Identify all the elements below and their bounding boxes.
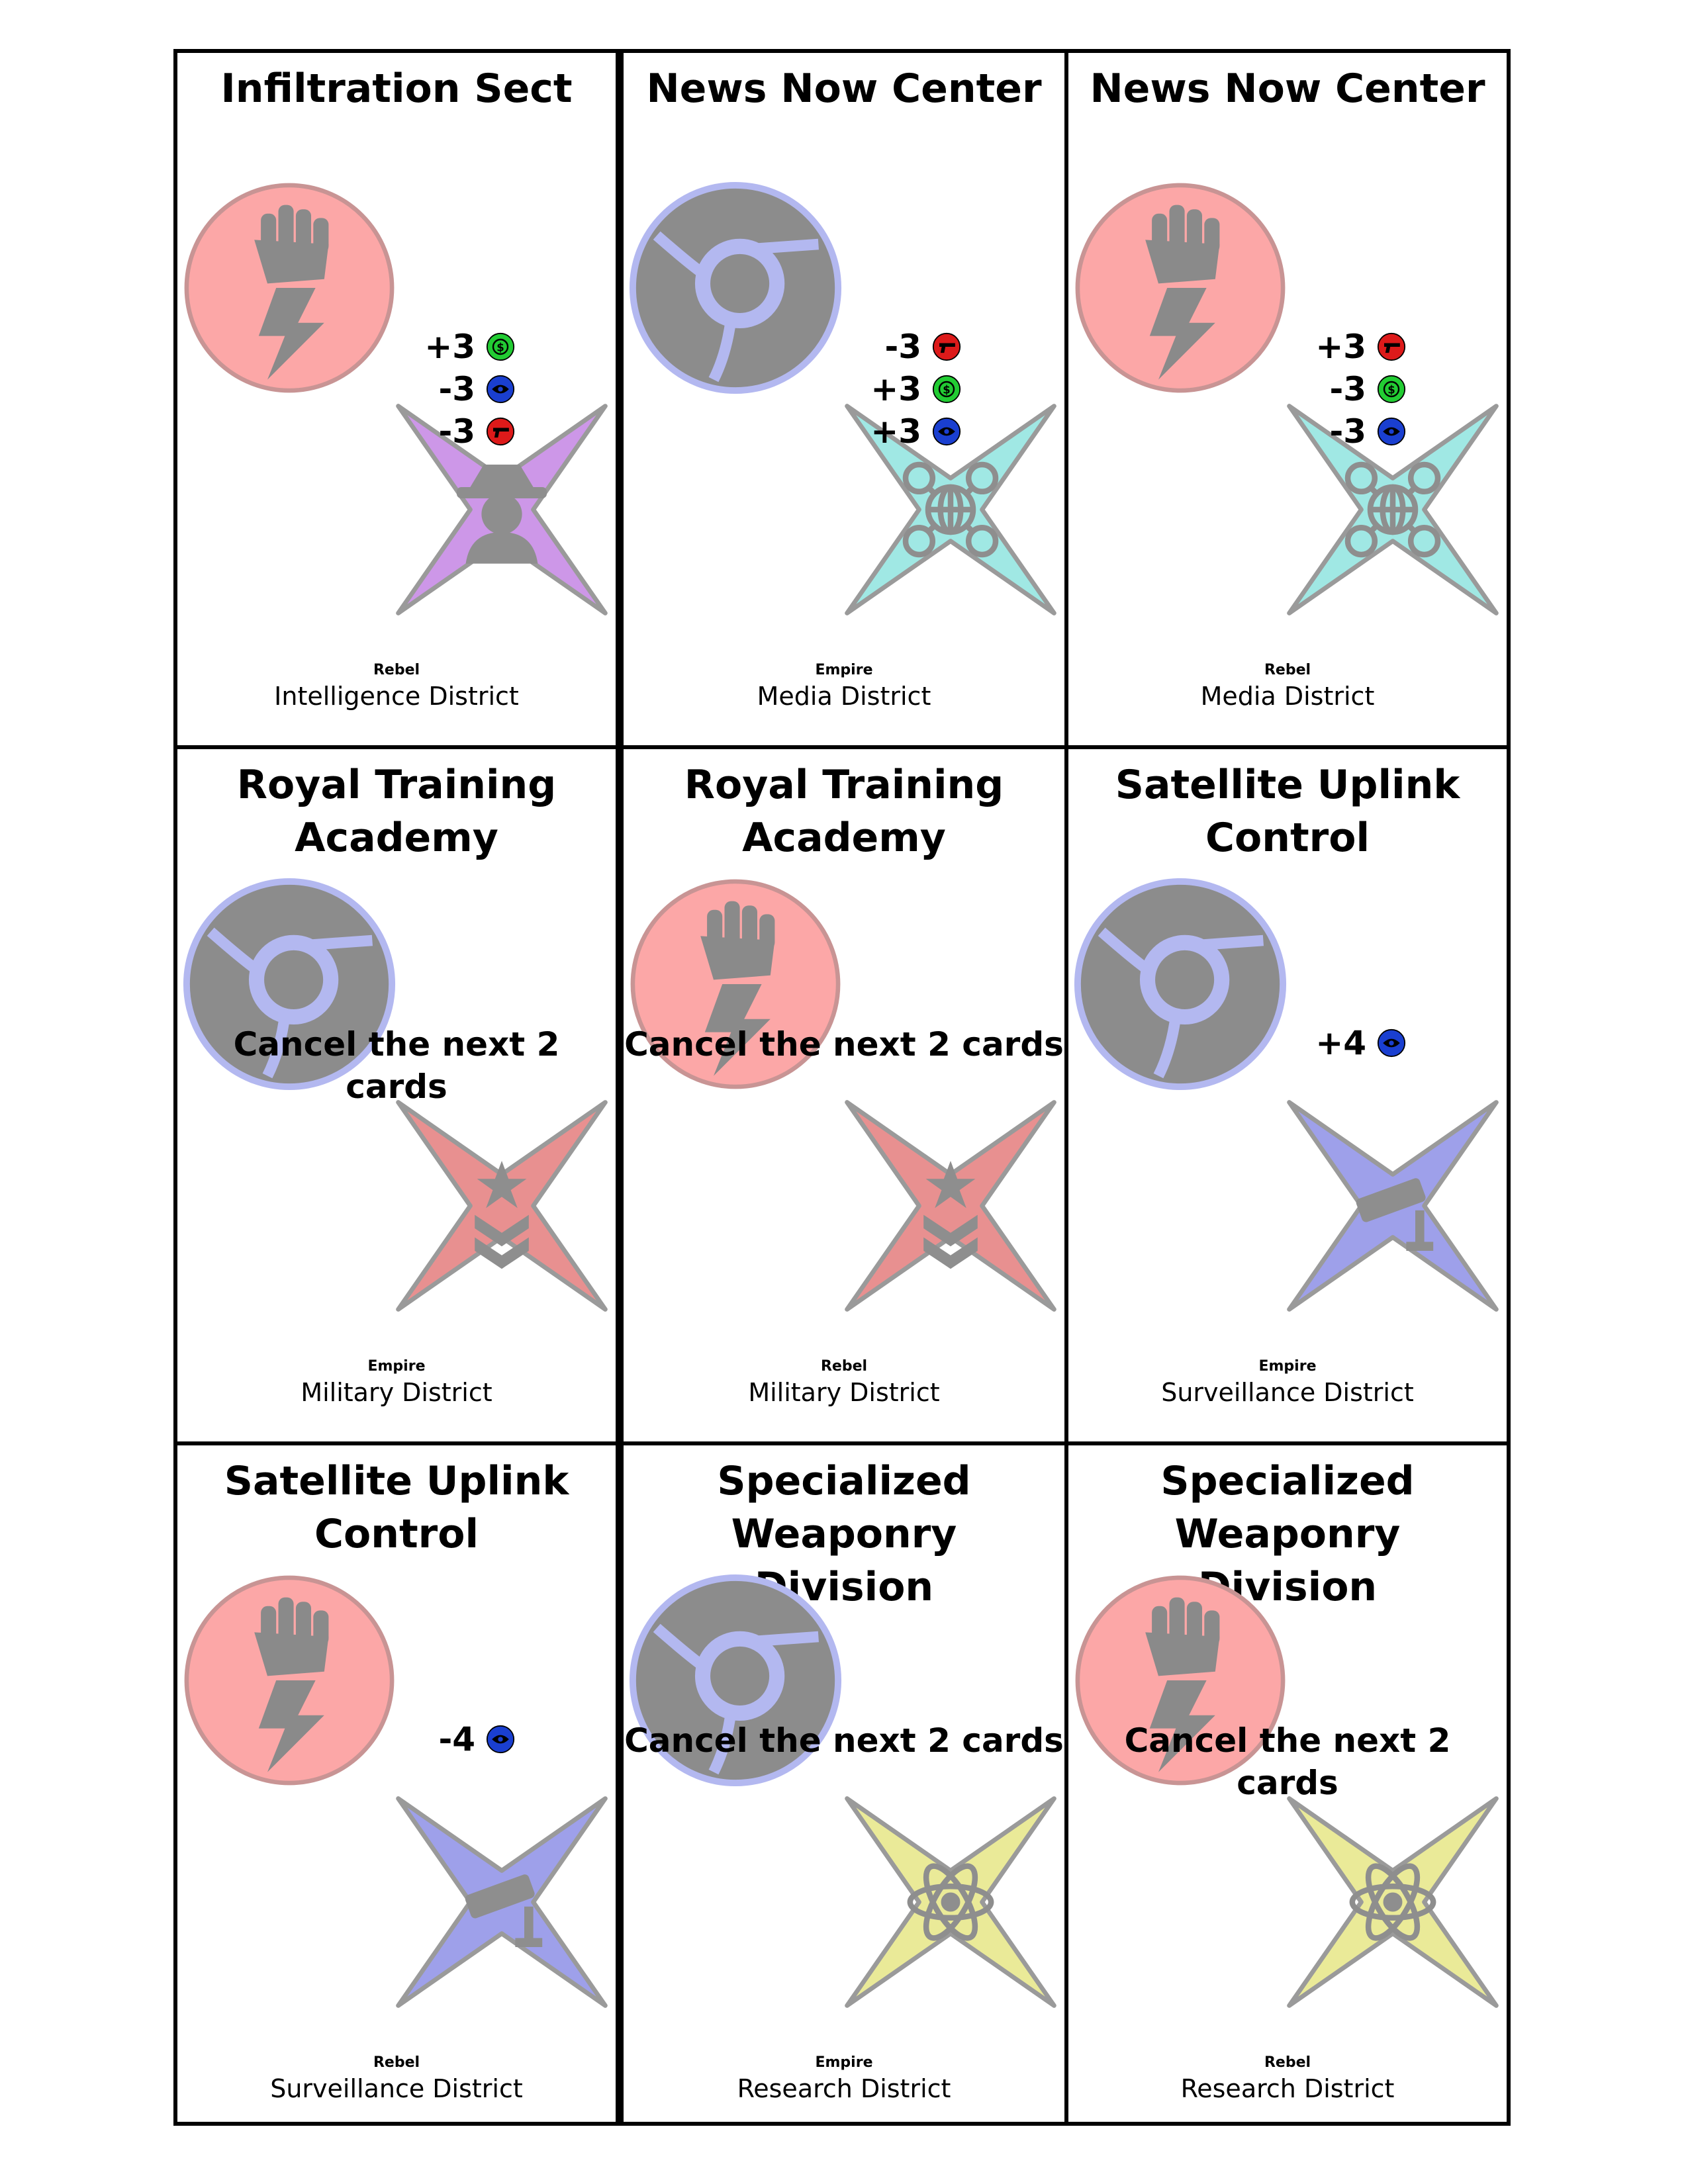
- card-title: Satellite Uplink Control: [224, 1458, 569, 1557]
- faction-label: Empire: [1258, 1358, 1317, 1375]
- effect-value: -3: [1329, 370, 1366, 408]
- atom-icon: [838, 1790, 1063, 2015]
- effect-row: -3 $: [1201, 368, 1439, 410]
- rebel-fist-icon: [1071, 1571, 1289, 1790]
- effect-value: -3: [1329, 412, 1366, 451]
- effect-value: +3: [1315, 328, 1366, 366]
- eye-icon: [1377, 1028, 1406, 1058]
- faction-label: Rebel: [1264, 662, 1311, 678]
- game-card: Satellite Uplink Control +4 Empire Surveil…: [1064, 745, 1511, 1445]
- svg-text:$: $: [943, 383, 950, 396]
- effect-row: -3: [310, 368, 548, 410]
- military-rank-icon: [389, 1093, 614, 1318]
- district-label: Media District: [1200, 682, 1375, 711]
- card-title: Infiltration Sect: [220, 66, 573, 112]
- svg-text:$: $: [1387, 383, 1395, 396]
- rebel-fist-icon: [180, 1571, 399, 1790]
- faction-label: Rebel: [1264, 2054, 1311, 2071]
- effect-list: +4: [1201, 1022, 1439, 1064]
- effect-value: -3: [884, 328, 921, 366]
- network-globe-icon: [838, 397, 1063, 622]
- card-effect-text: Cancel the next 2 cards: [624, 1721, 1064, 1760]
- rebel-fist-icon: [1071, 179, 1289, 397]
- atom-icon: [1280, 1790, 1505, 2015]
- faction-label: Empire: [815, 2054, 873, 2071]
- card-effect-text: Cancel the next 2 cards: [1124, 1721, 1451, 1802]
- gun-icon: [1377, 332, 1406, 361]
- effect-row: +4: [1201, 1022, 1439, 1064]
- effect-row: -3: [310, 410, 548, 453]
- card-effect-text: Cancel the next 2 cards: [233, 1025, 560, 1106]
- district-label: Media District: [757, 682, 931, 711]
- network-globe-icon: [1280, 397, 1505, 622]
- gun-icon: [486, 417, 515, 446]
- money-icon: $: [932, 375, 961, 404]
- effect-value: -3: [438, 412, 475, 451]
- empire-emblem-icon: [180, 875, 399, 1093]
- effect-row: +3 $: [310, 326, 548, 368]
- game-card: Infiltration Sect +3 $ -3 -3 Rebel Intelligen…: [173, 49, 620, 749]
- effect-row: +3 $: [756, 368, 994, 410]
- money-icon: $: [1377, 375, 1406, 404]
- district-label: Military District: [748, 1378, 940, 1407]
- security-camera-icon: [1280, 1093, 1505, 1318]
- faction-label: Rebel: [373, 2054, 420, 2071]
- gun-icon: [932, 332, 961, 361]
- effect-row: -4: [310, 1718, 548, 1760]
- effect-value: +4: [1315, 1024, 1366, 1062]
- svg-text:$: $: [496, 341, 504, 353]
- faction-label: Rebel: [373, 662, 420, 678]
- money-icon: $: [486, 332, 515, 361]
- empire-emblem-icon: [626, 179, 845, 397]
- game-card: Specialized Weaponry Division Cancel the…: [620, 1441, 1068, 2126]
- effect-list: -4: [310, 1718, 548, 1760]
- effect-list: -3 +3 $ +3: [756, 326, 994, 453]
- game-card: News Now Center -3 +3 $ +3 Empire Media Distr…: [620, 49, 1068, 749]
- card-title: News Now Center: [646, 66, 1042, 112]
- district-label: Research District: [1180, 2074, 1395, 2103]
- faction-label: Empire: [815, 662, 873, 678]
- district-label: Surveillance District: [270, 2074, 523, 2103]
- effect-list: +3 -3 $ -3: [1201, 326, 1439, 453]
- effect-value: -3: [438, 370, 475, 408]
- game-card: News Now Center +3 -3 $ -3 Rebel Media Distri…: [1064, 49, 1511, 749]
- faction-label: Rebel: [820, 1358, 868, 1375]
- district-label: Research District: [737, 2074, 951, 2103]
- card-title: Satellite Uplink Control: [1115, 762, 1460, 861]
- effect-value: +3: [870, 370, 921, 408]
- effect-value: +3: [870, 412, 921, 451]
- card-title: News Now Center: [1090, 66, 1485, 112]
- card-sheet: Infiltration Sect +3 $ -3 -3 Rebel Intelligen…: [173, 49, 1511, 2126]
- district-label: Military District: [301, 1378, 492, 1407]
- rebel-fist-icon: [180, 179, 399, 397]
- card-title: Royal Training Academy: [684, 762, 1004, 861]
- eye-icon: [1377, 417, 1406, 446]
- card-effect-text: Cancel the next 2 cards: [624, 1025, 1064, 1064]
- military-rank-icon: [838, 1093, 1063, 1318]
- effect-row: +3: [756, 410, 994, 453]
- game-card: Royal Training Academy Cancel the next 2…: [173, 745, 620, 1445]
- effect-value: -4: [438, 1720, 475, 1758]
- eye-icon: [486, 1725, 515, 1754]
- spy-icon: [389, 397, 614, 622]
- effect-row: -3: [1201, 410, 1439, 453]
- effect-value: +3: [424, 328, 475, 366]
- game-card: Specialized Weaponry Division Cancel the…: [1064, 1441, 1511, 2126]
- game-card: Royal Training Academy Cancel the next 2…: [620, 745, 1068, 1445]
- effect-row: -3: [756, 326, 994, 368]
- district-label: Surveillance District: [1161, 1378, 1414, 1407]
- card-title: Royal Training Academy: [236, 762, 557, 861]
- security-camera-icon: [389, 1790, 614, 2015]
- effect-list: +3 $ -3 -3: [310, 326, 548, 453]
- faction-label: Empire: [367, 1358, 426, 1375]
- eye-icon: [932, 417, 961, 446]
- eye-icon: [486, 375, 515, 404]
- rebel-fist-icon: [626, 875, 845, 1093]
- empire-emblem-icon: [626, 1571, 845, 1790]
- game-card: Satellite Uplink Control -4 Rebel Surveill…: [173, 1441, 620, 2126]
- empire-emblem-icon: [1071, 875, 1289, 1093]
- effect-row: +3: [1201, 326, 1439, 368]
- district-label: Intelligence District: [274, 682, 519, 711]
